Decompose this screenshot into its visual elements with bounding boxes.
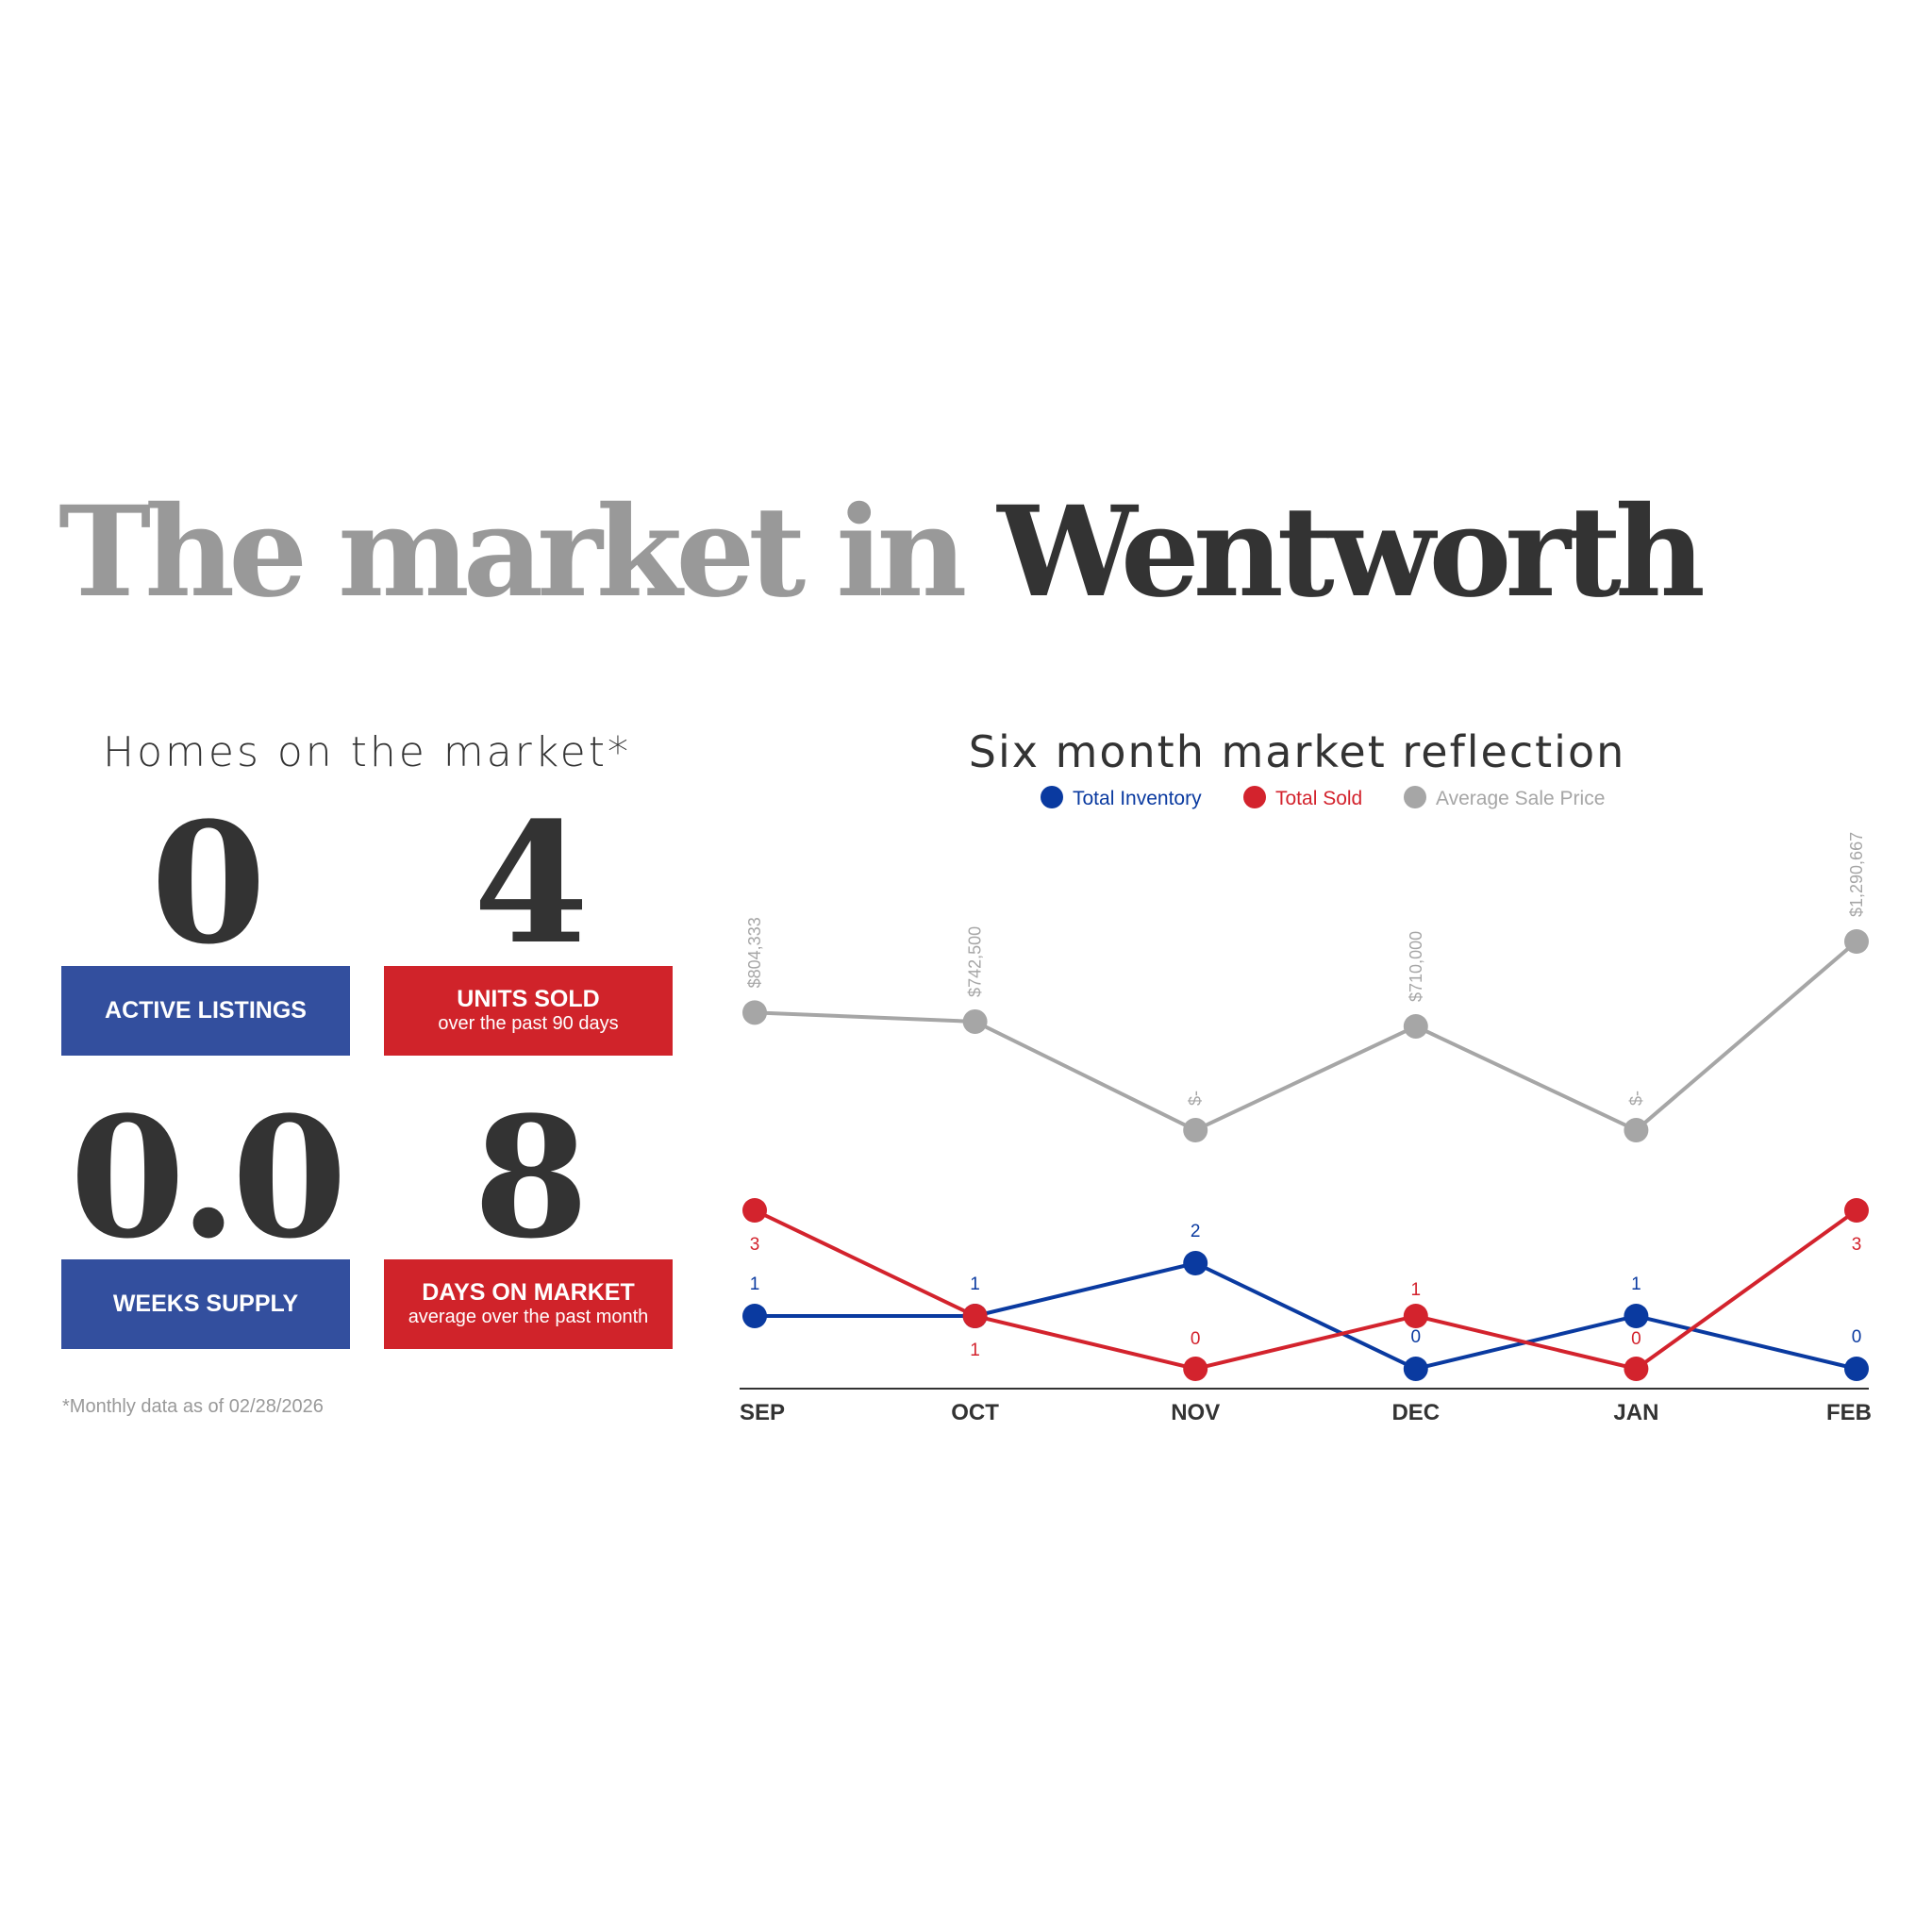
stat-value-active-listings: 0 — [150, 786, 266, 981]
homes-heading: Homes on the market* — [103, 728, 631, 776]
stat-label: UNITS SOLD — [457, 986, 600, 1013]
stat-value-weeks-supply: 0.0 — [69, 1080, 347, 1275]
data-point — [962, 1304, 988, 1328]
x-tick-label: SEP — [740, 1400, 785, 1425]
legend-marker — [1041, 786, 1063, 808]
data-label: $804,333 — [745, 917, 764, 988]
data-label: $742,500 — [966, 926, 985, 997]
data-label: 0 — [1631, 1329, 1641, 1349]
title-prefix: The market in — [58, 479, 998, 625]
legend-marker — [1404, 786, 1426, 808]
stat-label: WEEKS SUPPLY — [112, 1290, 299, 1317]
data-point — [1403, 1304, 1428, 1328]
page-title: The market in Wentworth — [58, 491, 1706, 615]
x-tick-label: DEC — [1391, 1400, 1440, 1425]
stat-label: DAYS ON MARKET — [422, 1279, 635, 1307]
stat-label-days-on-market: DAYS ON MARKET average over the past mont… — [384, 1259, 673, 1349]
data-label: 1 — [750, 1274, 760, 1294]
data-label: 3 — [750, 1235, 760, 1255]
data-point — [1403, 1357, 1428, 1381]
data-point — [1844, 929, 1869, 954]
data-label: 1 — [1631, 1274, 1641, 1294]
x-tick-label: JAN — [1613, 1400, 1658, 1425]
series-line-average-sale-price — [754, 940, 1858, 1133]
data-label: $1,290,667 — [1847, 832, 1866, 917]
legend-label: Average Sale Price — [1436, 788, 1605, 809]
data-label: 3 — [1852, 1235, 1862, 1255]
legend-label: Total Inventory — [1073, 788, 1202, 809]
data-point — [742, 1304, 767, 1328]
data-label: 1 — [970, 1274, 980, 1294]
stat-label-weeks-supply: WEEKS SUPPLY — [61, 1259, 350, 1349]
data-point — [742, 1000, 767, 1025]
chart-title: Six month market reflection — [968, 726, 1626, 777]
data-label: 1 — [970, 1341, 980, 1360]
legend-marker — [1243, 786, 1266, 808]
data-label: 1 — [1411, 1280, 1422, 1300]
stat-label-units-sold: UNITS SOLD over the past 90 days — [384, 966, 673, 1056]
data-point — [1403, 1013, 1428, 1039]
data-point — [1183, 1118, 1208, 1142]
data-point — [962, 1008, 988, 1034]
series-line-total-inventory — [755, 1260, 1857, 1372]
data-point — [1624, 1118, 1649, 1142]
stat-label: ACTIVE LISTINGS — [105, 996, 307, 1024]
series-line-total-sold — [754, 1208, 1858, 1372]
x-tick-label: FEB — [1826, 1400, 1872, 1425]
data-label: 0 — [1852, 1327, 1862, 1347]
title-town: Wentworth — [997, 479, 1706, 625]
data-point — [742, 1198, 767, 1223]
data-point — [1624, 1357, 1649, 1381]
x-tick-label: OCT — [951, 1400, 999, 1425]
stat-sublabel: average over the past month — [408, 1306, 649, 1327]
stat-label-active-listings: ACTIVE LISTINGS — [61, 966, 350, 1056]
x-tick-label: NOV — [1171, 1400, 1220, 1425]
data-point — [1624, 1304, 1649, 1328]
legend-label: Total Sold — [1275, 788, 1362, 809]
footnote: *Monthly data as of 02/28/2026 — [62, 1396, 324, 1417]
data-label: 0 — [1411, 1327, 1422, 1347]
data-point — [1844, 1198, 1869, 1223]
data-point — [1183, 1251, 1208, 1275]
stat-value-units-sold: 4 — [473, 786, 589, 981]
data-label: $- — [1186, 1091, 1205, 1106]
data-label: 2 — [1191, 1222, 1201, 1241]
data-label: $710,000 — [1407, 931, 1425, 1002]
data-label: 0 — [1191, 1329, 1201, 1349]
stat-sublabel: over the past 90 days — [438, 1012, 619, 1034]
data-point — [1183, 1357, 1208, 1381]
stat-value-days-on-market: 8 — [473, 1080, 589, 1275]
data-point — [1844, 1357, 1869, 1381]
data-label: $- — [1626, 1091, 1645, 1106]
